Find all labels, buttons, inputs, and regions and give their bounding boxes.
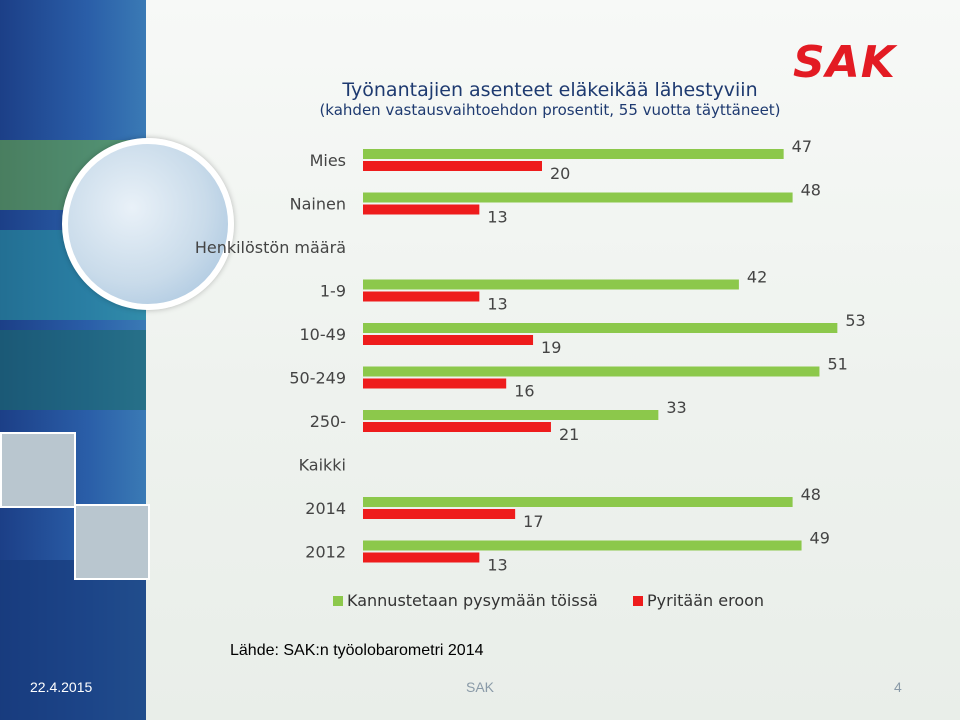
source-note: Lähde: SAK:n työolobarometri 2014 <box>230 642 484 659</box>
logo-text: SAK <box>793 37 896 88</box>
data-label: 17 <box>523 512 543 531</box>
data-label: 16 <box>514 382 534 401</box>
bar-red <box>363 291 480 302</box>
data-label: 20 <box>550 164 570 183</box>
chart-title: Työnantajien asenteet eläkeikää lähestyv… <box>342 79 758 101</box>
data-label: 49 <box>810 529 830 548</box>
bar-red <box>363 378 507 389</box>
chart-subtitle: (kahden vastausvaihtoehdon prosentit, 55… <box>319 101 781 119</box>
bar-green <box>363 540 802 551</box>
bar-green <box>363 410 659 420</box>
data-label: 13 <box>487 295 507 314</box>
legend-label: Pyritään eroon <box>647 591 764 610</box>
bar-red <box>363 161 542 171</box>
data-label: 53 <box>845 311 865 330</box>
category-label: 10-49 <box>300 325 347 344</box>
category-label: 250- <box>310 412 346 431</box>
bar-red <box>363 335 534 345</box>
bar-green <box>363 192 793 203</box>
bar-red <box>363 552 480 563</box>
footer-date: 22.4.2015 <box>30 679 93 695</box>
data-label: 48 <box>801 181 821 200</box>
worker-photo <box>0 432 76 508</box>
category-label: 2014 <box>305 499 346 518</box>
bar-red <box>363 204 480 215</box>
brand-logo: SAK <box>793 40 903 86</box>
legend-label: Kannustetaan pysymään töissä <box>347 591 598 610</box>
category-label: Mies <box>310 151 346 170</box>
bar-green <box>363 149 784 159</box>
data-label: 48 <box>801 485 821 504</box>
bar-green <box>363 497 793 507</box>
data-label: 21 <box>559 425 579 444</box>
data-label: 13 <box>487 556 507 575</box>
category-label: 50-249 <box>289 369 346 388</box>
worker-photo-2 <box>74 504 150 580</box>
bar-red <box>363 422 551 432</box>
bar-green <box>363 279 739 290</box>
data-label: 13 <box>487 208 507 227</box>
bar-green <box>363 323 838 333</box>
category-label: 2012 <box>305 543 346 562</box>
legend-swatch <box>333 596 343 606</box>
data-label: 19 <box>541 338 561 357</box>
category-label: 1-9 <box>320 282 346 301</box>
bar-green <box>363 366 820 377</box>
row-group-label: Henkilöstön määrä <box>195 238 346 257</box>
footer-page-number: 4 <box>894 679 902 695</box>
handshake-photo <box>62 138 234 310</box>
bar-red <box>363 509 516 519</box>
data-label: 47 <box>792 137 812 156</box>
category-label: Nainen <box>290 195 346 214</box>
data-label: 51 <box>827 355 847 374</box>
row-group-label: Kaikki <box>299 456 346 475</box>
legend-swatch <box>633 596 643 606</box>
footer-center: SAK <box>466 679 495 695</box>
data-label: 33 <box>666 398 686 417</box>
data-label: 42 <box>747 268 767 287</box>
